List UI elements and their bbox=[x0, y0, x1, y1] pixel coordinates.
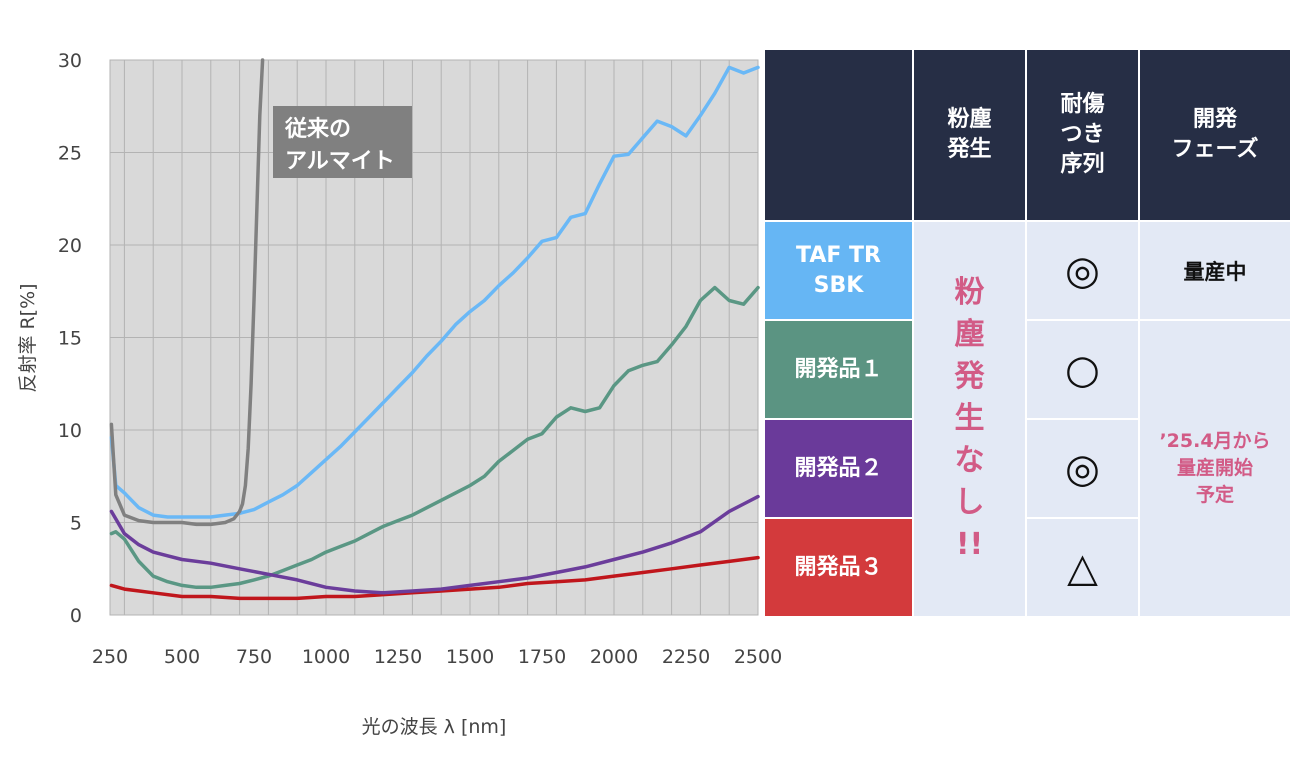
x-tick-label: 2500 bbox=[734, 646, 782, 668]
header-phase: 開発 フェーズ bbox=[1138, 48, 1292, 222]
comparison-table: 粉塵 発生 耐傷 つき 序列 開発 フェーズ TAF TR SBK 粉 塵 発 … bbox=[763, 48, 1292, 618]
y-tick-label: 5 bbox=[70, 513, 82, 535]
series-line-2 bbox=[109, 65, 760, 519]
dust-note: 粉 塵 発 生 な し !! bbox=[912, 220, 1027, 618]
y-axis-title: 反射率 R[%] bbox=[17, 283, 39, 392]
scratch-rank: ◎ bbox=[1025, 220, 1140, 321]
header-dust: 粉塵 発生 bbox=[912, 48, 1027, 222]
table-row: 開発品１ ○ ’25.4月から 量産開始 予定 bbox=[763, 319, 1292, 618]
annotation-line-1: 従来の bbox=[284, 116, 351, 142]
plot-border bbox=[109, 59, 759, 616]
annotation-conventional: 従来の アルマイト bbox=[273, 106, 412, 178]
tick-labels: 250 500 750 1000 1250 1500 1750 2000 2250 2500 0 5 1… bbox=[58, 50, 782, 668]
y-tick-label: 0 bbox=[70, 605, 82, 627]
phase-plan: ’25.4月から 量産開始 予定 bbox=[1138, 319, 1292, 618]
row-label-dev2: 開発品２ bbox=[763, 418, 914, 519]
y-tick-label: 25 bbox=[58, 143, 82, 165]
header-scratch: 耐傷 つき 序列 bbox=[1025, 48, 1140, 222]
x-tick-label: 250 bbox=[92, 646, 128, 668]
y-tick-label: 15 bbox=[58, 328, 82, 350]
annotation-line-2: アルマイト bbox=[285, 149, 395, 174]
x-tick-label: 500 bbox=[164, 646, 200, 668]
row-label-dev1: 開発品１ bbox=[763, 319, 914, 420]
series-line-5 bbox=[109, 555, 760, 601]
series-group bbox=[109, 58, 760, 601]
table-row: TAF TR SBK 粉 塵 発 生 な し !! ◎ 量産中 bbox=[763, 220, 1292, 618]
phase-mass-production: 量産中 bbox=[1138, 220, 1292, 321]
row-label-taf: TAF TR SBK bbox=[763, 220, 914, 321]
series-line-1 bbox=[109, 58, 265, 527]
x-tick-label: 1250 bbox=[374, 646, 422, 668]
x-tick-label: 750 bbox=[236, 646, 272, 668]
y-tick-label: 10 bbox=[58, 420, 82, 442]
scratch-rank: ○ bbox=[1025, 319, 1140, 420]
row-label-dev3: 開発品３ bbox=[763, 517, 914, 618]
x-tick-label: 2000 bbox=[590, 646, 638, 668]
y-tick-label: 30 bbox=[58, 50, 82, 72]
series-line-4 bbox=[109, 494, 760, 595]
x-axis-title: 光の波長 λ [nm] bbox=[362, 716, 507, 738]
series-line-3 bbox=[109, 285, 760, 590]
x-tick-label: 1500 bbox=[446, 646, 494, 668]
scratch-rank: ◎ bbox=[1025, 418, 1140, 519]
x-tick-label: 2250 bbox=[662, 646, 710, 668]
y-tick-label: 20 bbox=[58, 235, 82, 257]
table-row: 開発品３ △ bbox=[763, 517, 1291, 618]
annotation-box bbox=[273, 106, 412, 178]
x-tick-label: 1750 bbox=[518, 646, 566, 668]
scratch-rank: △ bbox=[1025, 517, 1140, 618]
header-row: 粉塵 発生 耐傷 つき 序列 開発 フェーズ bbox=[763, 48, 1292, 222]
header-blank bbox=[763, 48, 914, 222]
x-tick-label: 1000 bbox=[302, 646, 350, 668]
table-row: 開発品２ ◎ bbox=[763, 418, 1291, 519]
